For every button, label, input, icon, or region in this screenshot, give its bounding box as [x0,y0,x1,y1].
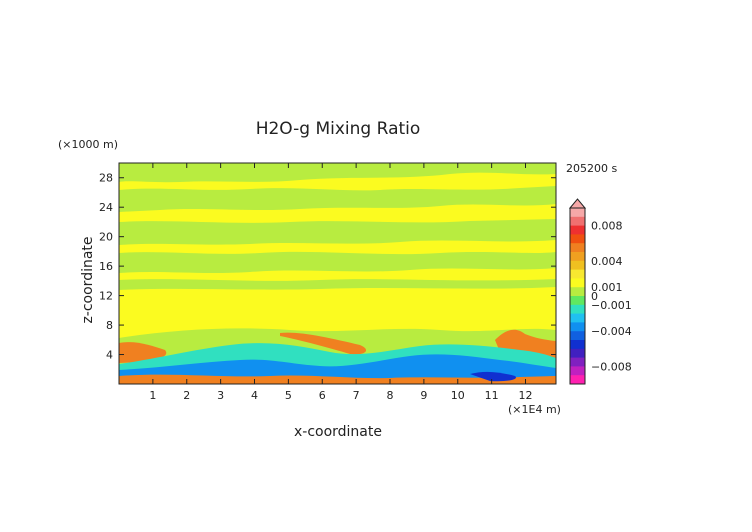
x-tick-label: 1 [149,389,156,402]
colorbar-swatch [570,296,585,306]
x-tick-label: 12 [519,389,533,402]
colorbar-swatch [570,375,585,385]
colorbar-frame [569,207,586,385]
x-tick-label: 9 [420,389,427,402]
y-tick-label: 8 [106,319,113,332]
y-tick-label: 20 [99,231,113,244]
colorbar-swatch [570,243,585,253]
y-tick-label: 12 [99,290,113,303]
y-tick-label: 16 [99,260,113,273]
colorbar-swatch [570,252,585,262]
colorbar-swatch [570,216,585,226]
green-band-top [119,163,556,183]
colorbar-label: 0.008 [591,220,623,233]
x-tick-label: 3 [217,389,224,402]
colorbar-swatch [570,234,585,244]
colorbar-label: −0.004 [591,325,632,338]
x-axis-label: x-coordinate [294,424,382,440]
y-ticks: 4 8 12 16 20 24 28 [99,172,556,362]
x-tick-label: 10 [451,389,465,402]
colorbar-label: −0.008 [591,360,632,373]
green-band-4 [119,251,556,273]
colorbar-swatch [570,366,585,376]
x-tick-label: 4 [251,389,258,402]
colorbar-swatch [570,304,585,314]
colorbar-label: 0.001 [591,281,623,294]
x-tick-label: 7 [353,389,360,402]
colorbar-label: −0.001 [591,299,632,312]
colorbar-swatch [570,260,585,270]
colorbar-swatch [570,208,585,218]
blue-very-dry [119,354,556,380]
colorbar-swatch [570,331,585,341]
orange-mid-moist [280,332,367,355]
y-tick-label: 28 [99,172,113,185]
orange-surface-streak [119,374,556,384]
dark-blue-pocket [470,371,516,382]
colorbar-swatch [570,278,585,288]
colorbar-swatch [570,287,585,297]
y-unit-label: (×1000 m) [58,138,118,151]
heatmap-field [119,163,556,384]
orange-left-moist [119,342,167,363]
y-axis-label: z-coordinate [80,236,96,323]
x-tick-label: 11 [485,389,499,402]
colorbar-swatch [570,322,585,332]
colorbar-swatch [570,313,585,323]
x-tick-label: 5 [285,389,292,402]
time-label: 205200 s [566,162,617,175]
colorbar-swatch [570,348,585,358]
colorbar-swatch [570,269,585,279]
plot-frame [118,162,557,385]
green-band-5 [119,279,556,290]
colorbar-swatch [570,340,585,350]
colorbar [568,198,587,385]
x-unit-label: (×1E4 m) [508,403,561,416]
x-tick-label: 2 [183,389,190,402]
x-ticks: 1 2 3 4 5 6 7 8 9 10 11 12 [149,163,533,402]
colorbar-label: 0.004 [591,255,623,268]
colorbar-swatch [570,225,585,235]
colorbar-arrow [568,198,587,209]
colorbar-swatch [570,357,585,367]
y-tick-label: 24 [99,201,113,214]
x-tick-label: 8 [387,389,394,402]
y-tick-label: 4 [106,349,113,362]
chart-title: H2O-g Mixing Ratio [256,119,421,139]
green-band-2 [119,186,556,212]
colorbar-label: 0 [591,290,598,303]
x-tick-label: 6 [319,389,326,402]
green-band-3 [119,219,556,245]
